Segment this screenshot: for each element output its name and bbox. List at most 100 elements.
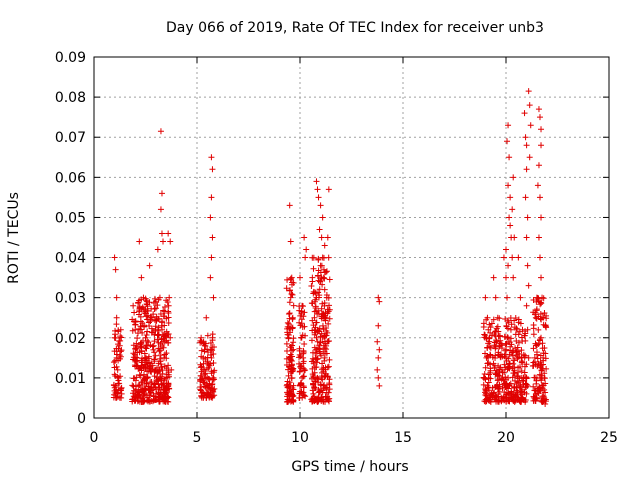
data-point: [302, 254, 309, 261]
data-point: [523, 166, 530, 173]
data-point: [311, 331, 318, 338]
data-point: [129, 316, 136, 323]
data-point: [211, 392, 218, 399]
data-point: [535, 390, 542, 397]
data-point: [151, 356, 158, 363]
data-point: [198, 334, 205, 341]
data-point: [535, 162, 542, 169]
data-point: [155, 339, 162, 346]
data-point: [501, 361, 508, 368]
data-point: [322, 398, 329, 405]
data-point: [500, 254, 507, 261]
data-point: [112, 357, 119, 364]
data-point: [155, 324, 162, 331]
data-point: [319, 334, 326, 341]
data-point: [522, 352, 529, 359]
data-point: [483, 398, 490, 405]
data-point: [515, 372, 522, 379]
data-point: [161, 354, 168, 361]
data-point: [158, 190, 165, 197]
data-point: [299, 394, 306, 401]
data-point: [312, 303, 319, 310]
data-point: [325, 254, 332, 261]
data-point: [537, 310, 544, 317]
data-point: [113, 363, 120, 370]
data-point: [505, 397, 512, 404]
data-point: [161, 322, 168, 329]
data-point: [210, 350, 217, 357]
data-point: [287, 356, 294, 363]
data-point: [533, 374, 540, 381]
data-point: [288, 274, 295, 281]
data-point: [486, 334, 493, 341]
data-point: [540, 314, 547, 321]
data-point: [323, 342, 330, 349]
data-point: [134, 354, 141, 361]
data-point: [533, 298, 540, 305]
data-point: [503, 323, 510, 330]
data-point: [204, 332, 211, 339]
data-point: [298, 320, 305, 327]
data-point: [541, 386, 548, 393]
data-point: [539, 294, 546, 301]
data-point: [300, 354, 307, 361]
data-point: [156, 294, 163, 301]
data-point: [112, 382, 119, 389]
data-point: [480, 320, 487, 327]
data-point: [316, 286, 323, 293]
data-point: [130, 302, 137, 309]
data-point: [522, 330, 529, 337]
data-point: [507, 335, 514, 342]
data-point: [515, 379, 522, 386]
data-point: [493, 382, 500, 389]
data-point: [506, 398, 513, 405]
data-point: [310, 373, 317, 380]
data-point: [504, 138, 511, 145]
data-point: [165, 371, 172, 378]
data-point: [502, 347, 509, 354]
data-point: [114, 366, 121, 373]
data-point: [374, 366, 381, 373]
data-point: [521, 363, 528, 370]
data-point: [490, 316, 497, 323]
data-point: [161, 376, 167, 383]
data-point: [290, 302, 297, 309]
x-tick-label: 15: [394, 430, 412, 446]
data-point: [289, 347, 296, 354]
data-point: [311, 383, 318, 390]
data-point: [111, 334, 118, 341]
data-point: [522, 337, 529, 344]
data-point: [311, 344, 318, 351]
data-point: [319, 360, 326, 367]
data-point: [323, 370, 330, 377]
data-point: [156, 374, 163, 381]
data-point: [322, 314, 329, 321]
data-point: [496, 332, 503, 339]
data-point: [509, 254, 516, 261]
data-point: [114, 373, 121, 380]
data-point: [317, 339, 324, 346]
data-point: [535, 234, 542, 241]
data-point: [142, 385, 149, 392]
data-point: [159, 342, 166, 349]
data-point: [287, 294, 294, 301]
data-point: [313, 359, 320, 366]
data-point: [317, 202, 324, 209]
x-tick-label: 25: [600, 430, 618, 446]
data-point: [324, 310, 331, 317]
data-point: [315, 277, 322, 284]
data-point: [322, 393, 329, 400]
data-point: [492, 383, 499, 390]
data-point: [510, 174, 517, 181]
data-point: [316, 328, 323, 335]
data-point: [297, 382, 303, 389]
data-point: [143, 375, 150, 382]
data-point: [149, 343, 156, 350]
data-point: [112, 331, 119, 338]
data-point: [530, 322, 537, 329]
data-point: [310, 265, 317, 272]
data-point: [140, 294, 147, 301]
data-point: [146, 398, 153, 405]
data-point: [112, 266, 119, 273]
data-point: [504, 389, 511, 396]
